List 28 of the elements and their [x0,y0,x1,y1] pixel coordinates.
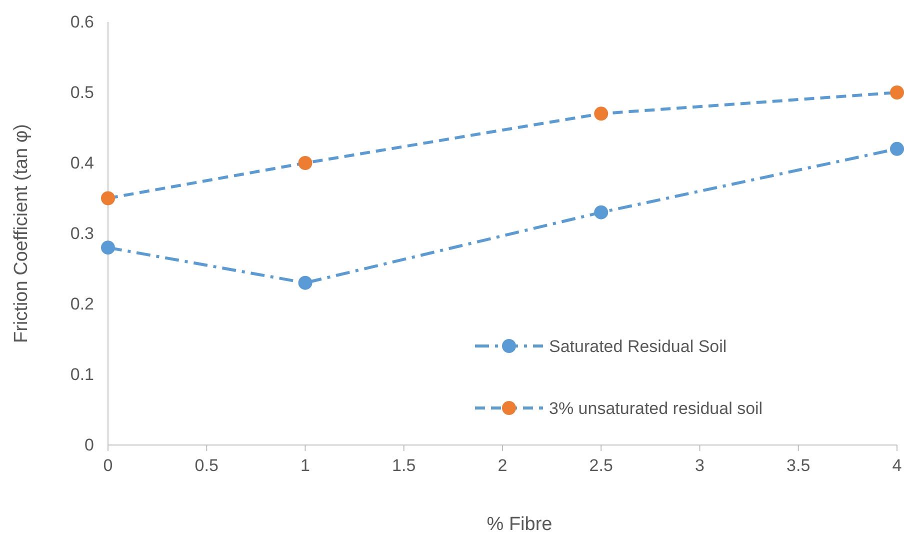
point [298,276,312,290]
y-tick-label: 0.1 [70,365,94,384]
legend-label: 3% unsaturated residual soil [549,399,763,418]
legend-label: Saturated Residual Soil [549,337,727,356]
x-tick-label: 1 [300,456,310,475]
y-tick-label: 0 [84,436,94,454]
point [298,156,312,170]
y-tick-label: 0.4 [70,154,94,172]
x-axis-title: % Fibre [486,514,552,535]
x-tick-label: 0.5 [194,456,218,475]
x-tick-label: 3.5 [786,456,810,475]
x-tick-label: 2 [498,456,508,475]
point [890,86,904,100]
point [594,205,608,220]
point [101,191,115,206]
x-tick-label: 0 [103,456,113,475]
x-tick-label: 3 [695,456,704,475]
y-tick-label: 0.5 [70,83,94,102]
x-tick-label: 4 [892,456,902,475]
x-tick-label: 1.5 [392,456,416,475]
point [890,142,904,156]
y-tick-label: 0.6 [70,12,94,32]
y-tick-label: 0.2 [70,294,94,314]
point [101,240,115,255]
y-tick-label: 0.3 [70,224,94,243]
point [594,106,608,121]
y-axis-title: Friction Coefficient (tan φ) [11,124,32,343]
x-tick-label: 2.5 [589,456,613,475]
